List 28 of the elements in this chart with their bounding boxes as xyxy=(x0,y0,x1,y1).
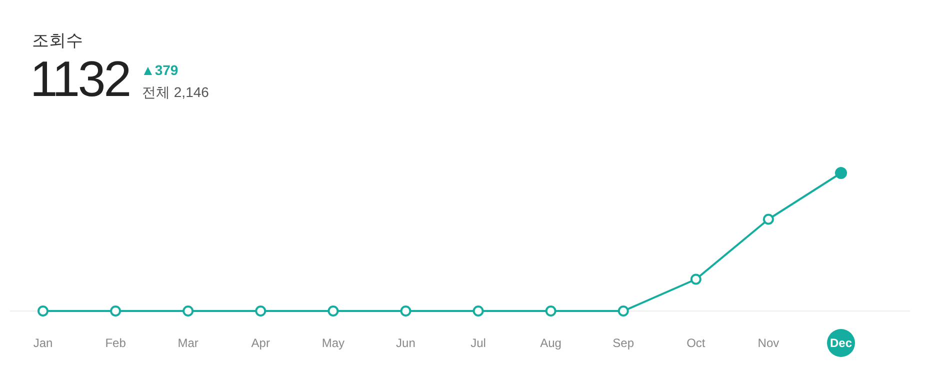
point xyxy=(400,306,412,316)
point xyxy=(110,306,122,316)
x-tick-label: Oct xyxy=(686,336,706,350)
x-tick-label: Nov xyxy=(758,336,780,350)
point xyxy=(545,306,556,316)
x-tick-label: Mar xyxy=(178,336,198,350)
chart-title: 조회수 xyxy=(32,31,83,50)
x-tick-label: Feb xyxy=(105,336,126,350)
text: 전체 2,146 xyxy=(142,84,210,100)
x-tick-label: May xyxy=(322,336,345,350)
x-tick-label: Aug xyxy=(540,336,562,350)
x-tick-label: Sep xyxy=(612,336,634,350)
point xyxy=(835,167,847,179)
text: ▲379 xyxy=(141,62,178,78)
x-tick-label: Jan xyxy=(33,336,53,350)
x-tick-label: Jun xyxy=(396,336,416,350)
point xyxy=(38,306,48,316)
point xyxy=(182,306,194,316)
x-tick-label: Dec xyxy=(830,336,852,350)
x-tick-label: Apr xyxy=(251,336,270,350)
point xyxy=(762,214,774,225)
chart-subtitle: 1132 xyxy=(30,51,130,107)
point xyxy=(472,306,484,316)
x-tick-label: Jul xyxy=(470,336,486,350)
point xyxy=(255,306,266,316)
point xyxy=(690,274,702,285)
point xyxy=(618,306,629,316)
point xyxy=(328,306,339,316)
